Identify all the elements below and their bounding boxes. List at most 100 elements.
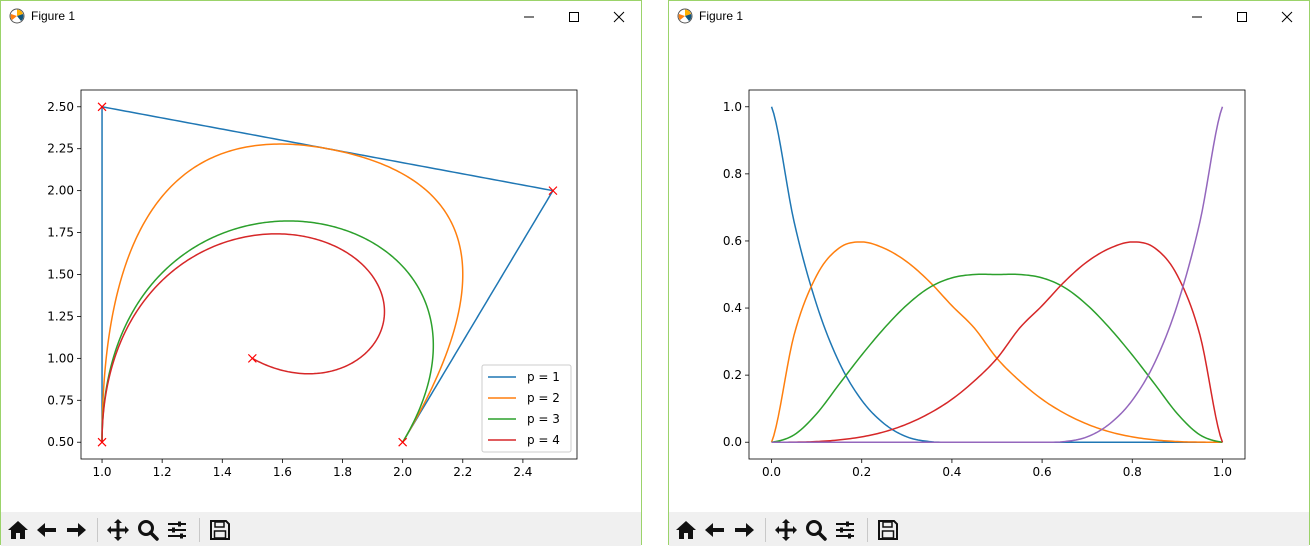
control-point-marker xyxy=(247,353,257,363)
control-point-marker xyxy=(548,186,558,196)
axes-frame xyxy=(748,89,1246,460)
back-button[interactable] xyxy=(702,517,728,543)
axes-frame xyxy=(80,89,578,460)
basis-function-line-3 xyxy=(771,241,1224,443)
forward-button[interactable] xyxy=(63,517,89,543)
minimize-icon xyxy=(524,16,534,18)
basis-function-line-2 xyxy=(771,273,1223,443)
navigation-toolbar xyxy=(669,512,1309,546)
forward-button[interactable] xyxy=(731,517,757,543)
x-tick-label: 1.0 xyxy=(1213,465,1232,479)
y-tick-label: 0.4 xyxy=(723,301,742,315)
matplotlib-logo-icon xyxy=(677,8,693,24)
y-tick-label: 1.75 xyxy=(47,226,74,240)
maximize-button[interactable] xyxy=(1219,1,1265,32)
back-button[interactable] xyxy=(34,517,60,543)
y-tick-label: 1.0 xyxy=(723,100,742,114)
y-tick-label: 0.50 xyxy=(47,435,74,449)
navigation-toolbar xyxy=(1,512,641,546)
legend-label: p = 2 xyxy=(527,391,560,405)
control-point-marker xyxy=(97,437,107,447)
back-arrow-icon xyxy=(37,523,56,537)
series-line-p2 xyxy=(101,143,464,443)
series-group xyxy=(770,106,1224,443)
window-title: Figure 1 xyxy=(31,9,76,23)
x-tick-label: 1.8 xyxy=(333,465,352,479)
figure-window-left: Figure 1 1.0 1.2 1.4 1.6 1.8 2.0 2.2 2.4 0.50 0.7… xyxy=(0,0,642,546)
y-tick-label: 2.00 xyxy=(47,184,74,198)
legend-label: p = 3 xyxy=(527,412,560,426)
zoom-button[interactable] xyxy=(803,517,829,543)
figure-window-right: Figure 1 0.0 0.2 0.4 0.6 0.8 1.0 0.0 0.2 0.4 0.6 0… xyxy=(668,0,1310,546)
subplots-button[interactable] xyxy=(164,517,190,543)
pan-icon xyxy=(775,519,797,541)
y-tick-label: 0.2 xyxy=(723,368,742,382)
save-icon xyxy=(210,520,230,540)
subplots-icon xyxy=(836,521,854,539)
home-button[interactable] xyxy=(673,517,699,543)
title-bar[interactable]: Figure 1 xyxy=(669,1,1309,32)
y-tick-label: 1.25 xyxy=(47,309,74,323)
zoom-icon xyxy=(806,520,827,541)
y-tick-label: 1.50 xyxy=(47,268,74,282)
y-tick-label: 0.0 xyxy=(723,435,742,449)
save-icon xyxy=(878,520,898,540)
title-bar[interactable]: Figure 1 xyxy=(1,1,641,32)
y-tick-label: 0.75 xyxy=(47,393,74,407)
x-tick-label: 2.4 xyxy=(513,465,532,479)
maximize-icon xyxy=(569,12,579,22)
save-button[interactable] xyxy=(207,517,233,543)
x-tick-label: 2.0 xyxy=(393,465,412,479)
pan-icon xyxy=(107,519,129,541)
y-tick-label: 0.6 xyxy=(723,234,742,248)
maximize-icon xyxy=(1237,12,1247,22)
window-title: Figure 1 xyxy=(699,9,744,23)
pan-button[interactable] xyxy=(105,517,131,543)
y-tick-label: 2.50 xyxy=(47,100,74,114)
zoom-icon xyxy=(138,520,159,541)
x-tick-label: 1.6 xyxy=(273,465,292,479)
bspline-curves-chart: 1.0 1.2 1.4 1.6 1.8 2.0 2.2 2.4 0.50 0.75 1.00 1.25… xyxy=(47,89,578,479)
x-tick-label: 0.0 xyxy=(762,465,781,479)
control-point-marker xyxy=(398,437,408,447)
control-point-marker xyxy=(97,102,107,112)
home-button[interactable] xyxy=(5,517,31,543)
x-tick-label: 0.6 xyxy=(1033,465,1052,479)
minimize-button[interactable] xyxy=(506,1,552,32)
close-button[interactable] xyxy=(596,1,642,32)
home-icon xyxy=(8,521,28,539)
x-tick-label: 0.4 xyxy=(942,465,961,479)
x-tick-label: 0.2 xyxy=(852,465,871,479)
x-tick-label: 1.2 xyxy=(153,465,172,479)
forward-arrow-icon xyxy=(735,523,754,537)
zoom-button[interactable] xyxy=(135,517,161,543)
forward-arrow-icon xyxy=(67,523,86,537)
legend-label: p = 4 xyxy=(527,433,560,447)
legend: p = 1 p = 2 p = 3 p = 4 xyxy=(481,364,572,453)
subplots-button[interactable] xyxy=(832,517,858,543)
x-tick-label: 0.8 xyxy=(1123,465,1142,479)
save-button[interactable] xyxy=(875,517,901,543)
y-tick-label: 1.00 xyxy=(47,351,74,365)
y-tick-label: 2.25 xyxy=(47,142,74,156)
close-icon xyxy=(613,11,625,23)
toolbar-separator xyxy=(97,518,98,542)
basis-functions-chart: 0.0 0.2 0.4 0.6 0.8 1.0 0.0 0.2 0.4 0.6 0.8 1.0 xyxy=(723,89,1246,479)
pan-button[interactable] xyxy=(773,517,799,543)
home-icon xyxy=(676,521,696,539)
toolbar-separator xyxy=(867,518,868,542)
minimize-icon xyxy=(1192,16,1202,18)
close-button[interactable] xyxy=(1264,1,1310,32)
x-tick-label: 1.4 xyxy=(213,465,232,479)
series-line-p4 xyxy=(101,233,386,443)
toolbar-separator xyxy=(199,518,200,542)
x-tick-label: 1.0 xyxy=(92,465,111,479)
series-line-p3 xyxy=(101,220,435,443)
basis-function-line-4 xyxy=(771,106,1224,443)
toolbar-separator xyxy=(765,518,766,542)
maximize-button[interactable] xyxy=(551,1,597,32)
legend-box xyxy=(481,364,572,453)
series-group xyxy=(101,105,555,443)
y-tick-label: 0.8 xyxy=(723,167,742,181)
minimize-button[interactable] xyxy=(1174,1,1220,32)
